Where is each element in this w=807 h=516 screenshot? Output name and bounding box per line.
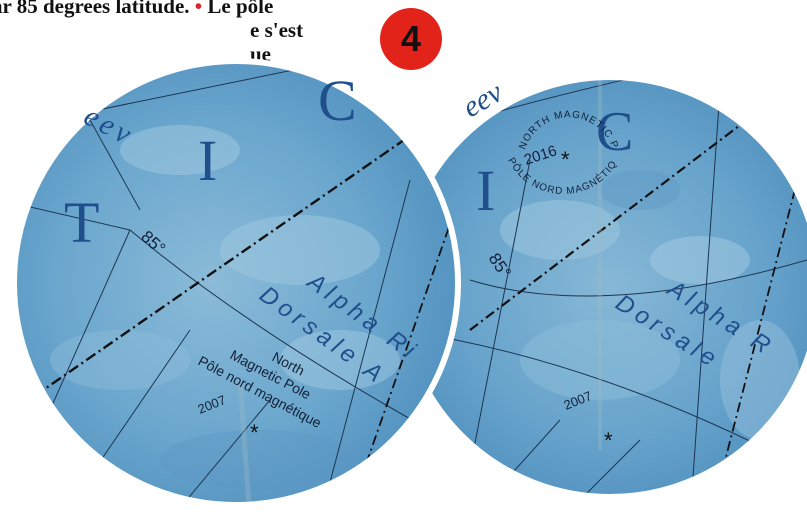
map-letter-t: T xyxy=(64,190,99,255)
intro-line-2: e s'est xyxy=(250,18,304,42)
map-letter-i-left: I xyxy=(198,128,217,193)
map-letter-i-right: I xyxy=(476,158,495,223)
intro-line-1: ar 85 degrees latitude. • Le pôle xyxy=(0,0,352,18)
magnetic-pole-2016-marker: * xyxy=(561,147,570,172)
map-letter-c-left: C xyxy=(318,68,357,133)
map-letter-c-right: C xyxy=(596,101,633,163)
magnetic-pole-2007-marker-left: * xyxy=(250,420,259,445)
map-left: eev T I C 85° Alpha Ri Dorsale A North M… xyxy=(11,58,461,508)
magnetic-pole-2007-marker-right: * xyxy=(604,428,613,453)
red-bullet: • xyxy=(194,0,203,18)
step-number-badge: 4 xyxy=(380,8,442,70)
